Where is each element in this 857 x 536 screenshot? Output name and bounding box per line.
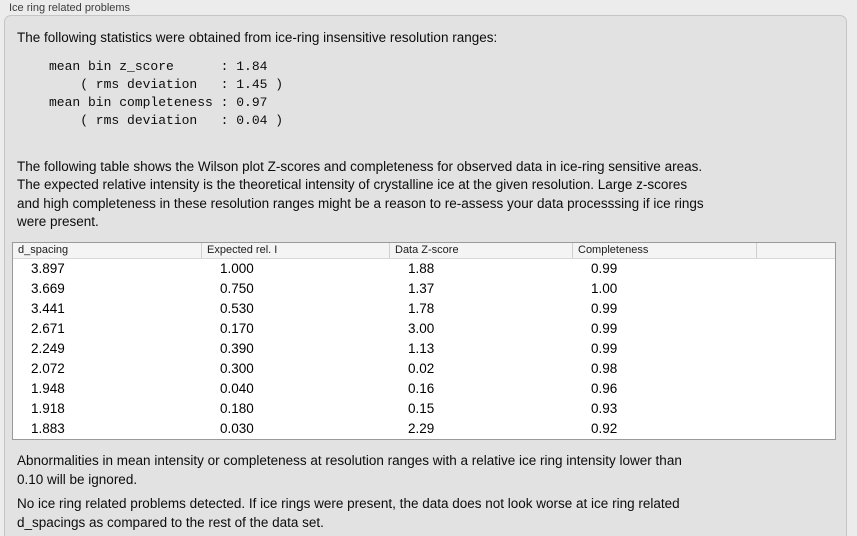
cell-filler — [757, 259, 835, 279]
ice-ring-panel: The following statistics were obtained f… — [4, 15, 847, 536]
cell-d-spacing: 2.072 — [31, 360, 65, 376]
cell-completeness: 1.00 — [591, 280, 618, 296]
cell-data-z-score: 2.29 — [408, 420, 435, 436]
ice-ring-table: d_spacing Expected rel. I Data Z-score C… — [12, 241, 836, 440]
cell-d-spacing: 3.669 — [31, 280, 65, 296]
cell-data-z-score: 1.13 — [408, 340, 435, 356]
cell-filler — [757, 279, 835, 299]
cell-data-z-score: 1.88 — [408, 260, 435, 276]
cell-data-z-score: 1.78 — [408, 300, 435, 316]
cell-completeness: 0.99 — [591, 320, 618, 336]
cell-d-spacing: 2.671 — [31, 320, 65, 336]
intro-text: The following statistics were obtained f… — [17, 30, 498, 45]
column-header-data-z-score[interactable]: Data Z-score — [390, 242, 573, 258]
cell-data-z-score: 3.00 — [408, 320, 435, 336]
cell-d-spacing: 3.441 — [31, 300, 65, 316]
cell-d-spacing: 2.249 — [31, 340, 65, 356]
cell-expected-rel-i: 0.040 — [220, 380, 254, 396]
statistics-block: mean bin z_score : 1.84 ( rms deviation … — [49, 58, 284, 128]
table-header-row: d_spacing Expected rel. I Data Z-score C… — [13, 242, 835, 259]
cell-data-z-score: 0.15 — [408, 400, 435, 416]
table-intro-text: The following table shows the Wilson plo… — [17, 158, 704, 230]
table-row[interactable]: 3.897 1.000 1.88 0.99 — [13, 259, 835, 279]
table-row[interactable]: 3.441 0.530 1.78 0.99 — [13, 299, 835, 319]
table-row[interactable]: 1.883 0.030 2.29 0.92 — [13, 419, 835, 439]
cell-completeness: 0.99 — [591, 260, 618, 276]
cell-completeness: 0.99 — [591, 300, 618, 316]
cell-d-spacing: 1.918 — [31, 400, 65, 416]
cell-filler — [757, 399, 835, 419]
cell-completeness: 0.99 — [591, 340, 618, 356]
cell-expected-rel-i: 0.180 — [220, 400, 254, 416]
cell-filler — [757, 379, 835, 399]
table-row[interactable]: 1.918 0.180 0.15 0.93 — [13, 399, 835, 419]
cell-data-z-score: 0.16 — [408, 380, 435, 396]
cell-filler — [757, 339, 835, 359]
cell-d-spacing: 1.883 — [31, 420, 65, 436]
group-box-title: Ice ring related problems — [9, 2, 131, 14]
column-header-expected-rel-i[interactable]: Expected rel. I — [202, 242, 390, 258]
table-row[interactable]: 1.948 0.040 0.16 0.96 — [13, 379, 835, 399]
cell-d-spacing: 1.948 — [31, 380, 65, 396]
cell-filler — [757, 419, 835, 439]
cell-filler — [757, 319, 835, 339]
cell-expected-rel-i: 0.750 — [220, 280, 254, 296]
cell-expected-rel-i: 0.530 — [220, 300, 254, 316]
table-body: 3.897 1.000 1.88 0.99 3.669 0.750 1.37 1… — [13, 258, 835, 439]
cell-filler — [757, 359, 835, 379]
table-row[interactable]: 2.249 0.390 1.13 0.99 — [13, 339, 835, 359]
cell-d-spacing: 3.897 — [31, 260, 65, 276]
cell-expected-rel-i: 1.000 — [220, 260, 254, 276]
cell-completeness: 0.96 — [591, 380, 618, 396]
table-row[interactable]: 2.671 0.170 3.00 0.99 — [13, 319, 835, 339]
column-header-completeness[interactable]: Completeness — [573, 242, 757, 258]
cell-data-z-score: 1.37 — [408, 280, 435, 296]
cell-expected-rel-i: 0.300 — [220, 360, 254, 376]
table-row[interactable]: 3.669 0.750 1.37 1.00 — [13, 279, 835, 299]
cell-expected-rel-i: 0.390 — [220, 340, 254, 356]
cell-expected-rel-i: 0.030 — [220, 420, 254, 436]
conclusion-text: No ice ring related problems detected. I… — [17, 496, 680, 530]
cell-expected-rel-i: 0.170 — [220, 320, 254, 336]
table-row[interactable]: 2.072 0.300 0.02 0.98 — [13, 359, 835, 379]
ignore-note-text: Abnormalities in mean intensity or compl… — [17, 452, 682, 487]
column-header-filler — [757, 243, 835, 258]
cell-completeness: 0.93 — [591, 400, 618, 416]
cell-data-z-score: 0.02 — [408, 360, 435, 376]
column-header-d-spacing[interactable]: d_spacing — [13, 242, 202, 258]
cell-completeness: 0.92 — [591, 420, 618, 436]
cell-filler — [757, 299, 835, 319]
cell-completeness: 0.98 — [591, 360, 618, 376]
